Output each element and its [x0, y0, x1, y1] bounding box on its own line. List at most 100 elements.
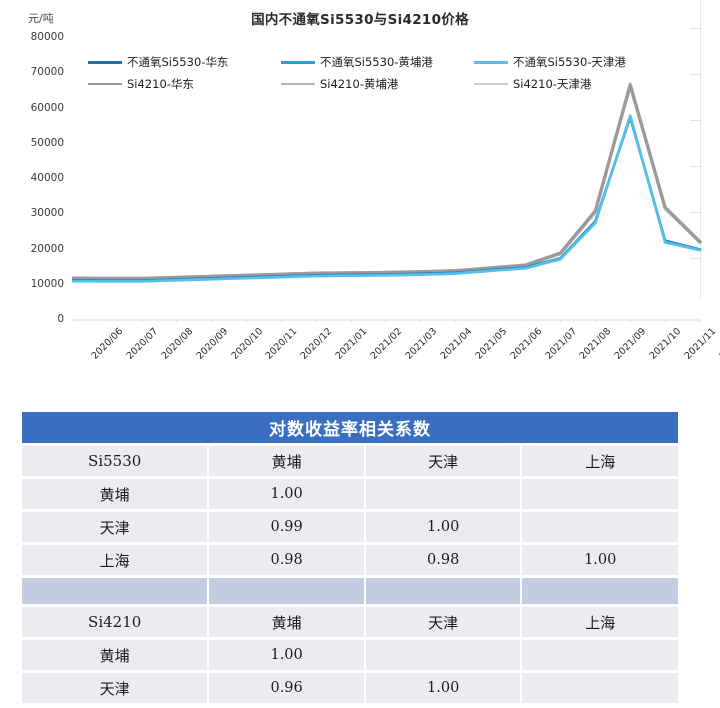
legend-color-swatch — [88, 60, 122, 64]
correlation-table: 对数收益率相关系数 Si5530 黄埔 天津 上海 黄埔 1.00 天津 0.99 1.00 上海 0… — [20, 409, 680, 706]
x-axis-tick: 2021/04 — [438, 326, 475, 362]
x-axis-tick: 2020/12 — [298, 326, 335, 362]
legend-color-swatch — [281, 60, 315, 64]
table-cell-value: 1.00 — [209, 640, 364, 670]
table-header-row: Si5530 黄埔 天津 上海 — [22, 446, 678, 476]
chart-legend: 不通氧Si5530-华东 不通氧Si5530-黄埔港 不通氧Si5530-天津港… — [88, 52, 668, 96]
table-header-cell: 上海 — [522, 607, 678, 637]
table-cell-value — [522, 479, 678, 509]
table-row: 黄埔 1.00 — [22, 479, 678, 509]
x-axis-tick: 2020/08 — [159, 326, 196, 362]
y-axis-tick: 50000 — [30, 136, 64, 149]
chart-plot-area — [72, 38, 702, 322]
legend-label: 不通氧Si5530-黄埔港 — [320, 55, 433, 69]
x-axis-tick: 2020/10 — [229, 326, 265, 362]
table-header-cell: 天津 — [365, 607, 521, 637]
legend-label: 不通氧Si5530-天津港 — [513, 55, 626, 69]
table-title-row: 对数收益率相关系数 — [22, 412, 678, 443]
page-edge-ticks — [690, 14, 702, 264]
series-line — [72, 82, 702, 281]
table-row: 上海 0.98 0.98 1.00 — [22, 545, 678, 575]
x-axis-tick: 2020/06 — [89, 326, 126, 362]
chart-title: 国内不通氧Si5530与Si4210价格 — [251, 12, 469, 28]
table-cell-value — [522, 512, 678, 542]
legend-item-5[interactable]: Si4210-天津港 — [474, 74, 667, 94]
table-header-row: Si4210 黄埔 天津 上海 — [22, 607, 678, 637]
y-axis-tick: 70000 — [30, 66, 64, 79]
table-row-label: 天津 — [22, 673, 208, 703]
spacer-cell — [209, 578, 364, 604]
x-axis-tick: 2021/01 — [333, 326, 370, 362]
table-cell-value: 1.00 — [365, 673, 521, 703]
legend-color-swatch — [474, 60, 508, 64]
table-header-cell: 黄埔 — [209, 446, 364, 476]
table-row: 黄埔 1.00 — [22, 640, 678, 670]
y-axis-tick: 40000 — [30, 172, 64, 184]
x-axis-tick: 2021/08 — [577, 326, 614, 362]
x-axis-tick: 2020/11 — [263, 326, 300, 362]
table-cell-value: 1.00 — [209, 479, 364, 509]
y-axis-tick: 0 — [57, 313, 64, 325]
table-header-cell: Si4210 — [22, 607, 208, 637]
series-line — [72, 114, 702, 283]
table-cell-value — [365, 640, 521, 670]
series-line — [72, 116, 702, 282]
table-header-cell: 上海 — [522, 446, 678, 476]
y-axis-tick: 60000 — [30, 101, 64, 114]
legend-color-swatch — [474, 83, 508, 85]
chart-lines — [72, 82, 702, 322]
legend-label: 不通氧Si5530-华东 — [127, 55, 229, 69]
series-line — [72, 83, 702, 281]
table-row-label: 天津 — [22, 512, 208, 542]
x-axis-tick: 2021/09 — [612, 326, 649, 362]
legend-label: Si4210-天津港 — [513, 77, 592, 91]
legend-item-1[interactable]: 不通氧Si5530-黄埔港 — [281, 52, 474, 72]
y-axis-tick: 10000 — [30, 277, 64, 290]
table-section-spacer — [22, 578, 678, 604]
table-row: 天津 0.96 1.00 — [22, 673, 678, 703]
y-axis-tick: 20000 — [30, 242, 64, 255]
spacer-cell — [365, 578, 521, 604]
table-row-label: 黄埔 — [22, 479, 208, 509]
legend-row-si5530: 不通氧Si5530-华东 不通氧Si5530-黄埔港 不通氧Si5530-天津港 — [88, 52, 668, 72]
table-title: 对数收益率相关系数 — [22, 412, 678, 443]
legend-item-4[interactable]: Si4210-黄埔港 — [281, 74, 474, 94]
x-axis-tick: 2021/05 — [473, 326, 510, 362]
x-axis-tick: 2021/11 — [682, 326, 719, 362]
table-cell-value: 0.98 — [365, 545, 521, 575]
legend-label: Si4210-黄埔港 — [320, 77, 399, 91]
table-cell-value — [365, 479, 521, 509]
table-cell-value: 0.99 — [209, 512, 364, 542]
legend-item-2[interactable]: 不通氧Si5530-天津港 — [474, 52, 667, 72]
legend-color-swatch — [281, 83, 315, 85]
legend-row-si4210: Si4210-华东 Si4210-黄埔港 Si4210-天津港 — [88, 74, 668, 94]
table-cell-value — [522, 673, 678, 703]
table-header-cell: Si5530 — [22, 446, 208, 476]
table-header-cell: 黄埔 — [209, 607, 364, 637]
table-cell-value: 1.00 — [365, 512, 521, 542]
table-row: 天津 0.99 1.00 — [22, 512, 678, 542]
table-cell-value — [522, 640, 678, 670]
chart-unit-label: 元/吨 — [28, 12, 54, 25]
table-row-label: 黄埔 — [22, 640, 208, 670]
x-axis-tick: 2020/09 — [194, 326, 230, 362]
legend-item-3[interactable]: Si4210-华东 — [88, 74, 281, 94]
x-axis-tick: 2021/10 — [647, 326, 684, 362]
price-chart-panel: 元/吨 国内不通氧Si5530与Si4210价格 不通氧Si5530-华东 不通… — [28, 0, 720, 362]
spacer-cell — [22, 578, 208, 604]
x-axis-tick: 2021/06 — [508, 326, 544, 362]
series-line — [72, 114, 702, 283]
table-cell-value: 1.00 — [522, 545, 678, 575]
y-axis-tick: 80000 — [30, 31, 64, 43]
table-header-cell: 天津 — [365, 446, 521, 476]
y-axis-tick: 30000 — [30, 207, 64, 220]
series-line — [72, 82, 702, 281]
table-row-label: 上海 — [22, 545, 208, 575]
spacer-cell — [522, 578, 678, 604]
x-axis-tick: 2021/03 — [403, 326, 440, 362]
legend-item-0[interactable]: 不通氧Si5530-华东 — [88, 52, 281, 72]
table-cell-value: 0.96 — [209, 673, 364, 703]
x-axis-tick: 2020/07 — [124, 326, 161, 362]
table-cell-value: 0.98 — [209, 545, 364, 575]
x-axis-tick: 2021/02 — [368, 326, 405, 362]
